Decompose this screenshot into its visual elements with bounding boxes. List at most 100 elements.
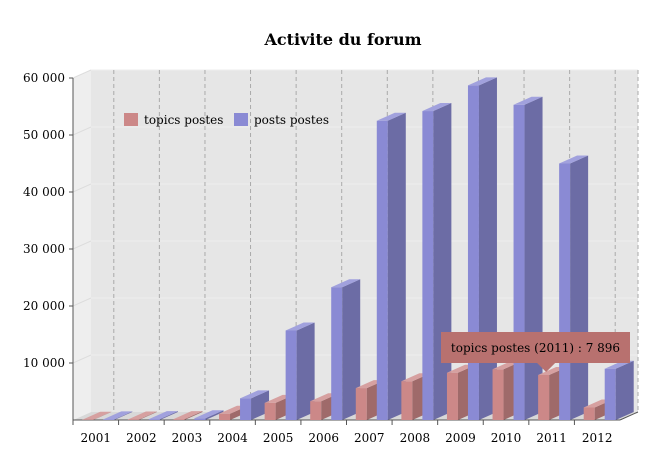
bar-side (93, 411, 112, 420)
tooltip-text: topics postes (2011) : 7 896 (451, 341, 620, 355)
bar-posts-postes-2002 (148, 411, 178, 420)
bar-side (296, 322, 315, 420)
bar-posts-postes-2006 (331, 279, 361, 420)
tooltip-arrow (537, 363, 556, 372)
bar-top (173, 411, 203, 420)
legend-label: topics postes (144, 113, 223, 127)
bar-front (604, 368, 616, 420)
bar-side (114, 411, 133, 420)
bar-top (194, 410, 224, 419)
bar-front (492, 369, 504, 420)
bar-side (342, 279, 361, 420)
bar-top (285, 322, 315, 331)
bar-side (524, 96, 543, 420)
bar-top (331, 279, 361, 288)
x-tick-label: 2004 (217, 431, 248, 445)
bar-front (264, 402, 276, 420)
bar-top (127, 411, 157, 420)
bar-front (401, 381, 413, 420)
legend-item-topics-postes: topics postes (124, 113, 223, 127)
legend-swatch (124, 113, 138, 126)
tooltip: topics postes (2011) : 7 896 (441, 332, 630, 372)
bar-front (240, 398, 252, 420)
y-tick-label: 30 000 (23, 242, 65, 256)
y-tick-label: 20 000 (23, 299, 65, 313)
bar-front (376, 120, 388, 420)
legend-item-posts-postes: posts postes (234, 113, 329, 127)
legend-swatch (234, 113, 248, 126)
bar-front (285, 330, 297, 420)
x-axis: 2001 2002 2003 2004 2005 2006 2007 2008 2009 2010… (72, 411, 639, 445)
chart-title: Activite du forum (263, 30, 421, 49)
bar-front (148, 419, 160, 420)
bar-topics-postes-2002 (127, 411, 157, 420)
gridline-side (72, 183, 92, 193)
bar-front (331, 287, 343, 420)
y-tick-label: 60 000 (23, 71, 65, 85)
bar-side (615, 360, 634, 420)
x-tick-label: 2007 (354, 431, 385, 445)
bar-side (570, 155, 589, 420)
bar-posts-postes-2010 (513, 96, 543, 420)
bar-posts-postes-2005 (285, 322, 315, 420)
bar-top (82, 411, 112, 420)
x-tick-label: 2009 (445, 431, 476, 445)
bar-front (538, 374, 550, 420)
x-tick-label: 2012 (582, 431, 613, 445)
bar-front (355, 388, 367, 420)
bar-posts-postes-2003 (194, 410, 224, 420)
x-tick-label: 2005 (263, 431, 294, 445)
bar-side (184, 411, 203, 420)
bar-front (513, 104, 525, 420)
bar-topics-postes-2003 (173, 411, 203, 420)
bar-front (173, 419, 185, 420)
bar-posts-postes-2009 (467, 77, 497, 420)
bar-side (138, 411, 157, 420)
bar-front (194, 418, 206, 420)
bar-top (513, 96, 543, 105)
y-tick-label: 50 000 (23, 128, 65, 142)
y-tick-label: 10 000 (23, 356, 65, 370)
x-tick-label: 2006 (308, 431, 339, 445)
x-tick-label: 2011 (536, 431, 567, 445)
legend-label: posts postes (254, 113, 329, 127)
legend: topics postes posts postes (124, 113, 329, 127)
x-tick-label: 2001 (81, 431, 112, 445)
bar-side (387, 112, 406, 420)
bar-posts-postes-2011 (559, 155, 589, 420)
bar-front (219, 413, 231, 420)
bar-posts-postes-2001 (103, 411, 133, 420)
bar-side (251, 390, 270, 420)
y-tick-label: 40 000 (23, 185, 65, 199)
bar-topics-postes-2001 (82, 411, 112, 420)
bar-top (240, 390, 270, 399)
x-tick-label: 2008 (400, 431, 431, 445)
bar-top (103, 411, 133, 420)
bar-top (376, 112, 406, 121)
bar-top (559, 155, 589, 164)
bar-posts-postes-2012 (604, 360, 634, 420)
bar-posts-postes-2007 (376, 112, 406, 420)
bar-side (159, 411, 178, 420)
x-axis-depth-line (619, 411, 639, 421)
bar-top (467, 77, 497, 86)
bar-top (422, 103, 452, 112)
bar-front (467, 85, 479, 420)
bar-front (559, 163, 571, 420)
bar-side (205, 410, 224, 420)
bar-posts-postes-2008 (422, 103, 452, 420)
gridline-side (72, 126, 92, 136)
gridline-side (72, 69, 92, 79)
gridline-side (72, 240, 92, 250)
bars (82, 77, 634, 420)
y-axis: 10 000 20 000 30 000 40 000 50 000 60 000 (23, 71, 74, 420)
gridline-side (72, 297, 92, 307)
x-tick-label: 2010 (491, 431, 522, 445)
bar-front (422, 111, 434, 420)
bar-posts-postes-2004 (240, 390, 270, 420)
bar-front (103, 419, 115, 420)
bar-top (148, 411, 178, 420)
bar-front (446, 372, 458, 420)
gridline-side (72, 354, 92, 364)
